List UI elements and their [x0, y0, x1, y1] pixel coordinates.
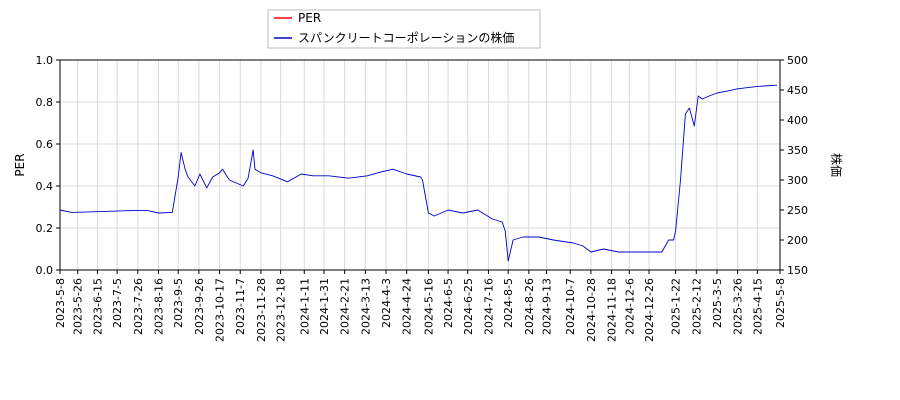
- x-axis-tick-label: 2023-9-5: [172, 278, 185, 328]
- left-axis-tick-label: 0.4: [36, 180, 54, 193]
- right-axis: 150 200 250 300 350 400 450 500: [780, 54, 808, 277]
- x-axis-tick-label: 2024-4-3: [380, 278, 393, 328]
- left-axis-tick-label: 0.2: [36, 222, 54, 235]
- x-axis-tick-label: 2025-3-26: [732, 278, 745, 335]
- x-axis-tick-label: 2023-9-26: [193, 278, 206, 335]
- x-axis: 2023-5-8 2023-5-26 2023-6-15 2023-7-5 2023-7…: [54, 270, 787, 342]
- x-axis-tick-label: 2023-12-18: [275, 278, 288, 342]
- x-axis-tick-label: 2024-10-28: [585, 278, 598, 342]
- x-axis-tick-label: 2023-8-16: [152, 278, 165, 335]
- x-axis-tick-label: 2024-3-13: [359, 278, 372, 335]
- x-axis-tick-label: 2023-5-8: [54, 278, 67, 328]
- x-axis-tick-label: 2024-1-11: [298, 278, 311, 335]
- x-axis-tick-label: 2023-6-15: [91, 278, 104, 335]
- x-axis-tick-label: 2023-11-7: [234, 278, 247, 335]
- series-line-stock-price: [59, 84, 778, 262]
- right-axis-tick-label: 350: [787, 144, 808, 157]
- left-axis-tick-label: 0.6: [36, 138, 54, 151]
- left-axis: 0.0 0.2 0.4 0.6 0.8 1.0: [36, 54, 60, 277]
- x-axis-tick-label: 2025-2-12: [690, 278, 703, 335]
- x-axis-tick-label: 2025-3-5: [711, 278, 724, 328]
- x-axis-tick-label: 2023-7-26: [132, 278, 145, 335]
- right-axis-tick-label: 400: [787, 114, 808, 127]
- x-axis-tick-label: 2025-1-22: [670, 278, 683, 335]
- right-axis-tick-label: 500: [787, 54, 808, 67]
- right-axis-tick-label: 300: [787, 174, 808, 187]
- x-axis-tick-label: 2024-7-16: [482, 278, 495, 335]
- left-axis-title: PER: [13, 153, 27, 176]
- legend-label-per: PER: [298, 11, 321, 25]
- right-axis-tick-label: 150: [787, 264, 808, 277]
- left-axis-tick-label: 1.0: [36, 54, 54, 67]
- right-axis-tick-label: 450: [787, 84, 808, 97]
- x-axis-tick-label: 2024-6-5: [442, 278, 455, 328]
- x-axis-tick-label: 2024-5-16: [422, 278, 435, 335]
- x-axis-tick-label: 2024-2-21: [339, 278, 352, 335]
- x-axis-tick-label: 2024-8-5: [502, 278, 515, 328]
- right-axis-tick-label: 200: [787, 234, 808, 247]
- x-axis-tick-label: 2025-4-15: [751, 278, 764, 335]
- x-axis-tick-label: 2024-12-6: [623, 278, 636, 335]
- series-layer: [59, 84, 778, 262]
- x-axis-tick-label: 2024-1-31: [318, 278, 331, 335]
- x-axis-tick-label: 2023-10-17: [214, 278, 227, 342]
- legend-label-stock-price: スパンクリートコーポレーションの株価: [298, 30, 514, 45]
- left-axis-tick-label: 0.0: [36, 264, 54, 277]
- x-axis-tick-label: 2023-5-26: [72, 278, 85, 335]
- x-axis-tick-label: 2024-12-26: [643, 278, 656, 342]
- x-axis-tick-label: 2024-6-25: [462, 278, 475, 335]
- x-axis-tick-label: 2023-11-28: [255, 278, 268, 342]
- plot-frame: [59, 59, 781, 271]
- legend: PER スパンクリートコーポレーションの株価: [267, 9, 541, 49]
- grid-lines: [59, 59, 781, 271]
- right-axis-title: 株価: [829, 153, 844, 177]
- x-axis-tick-label: 2024-11-18: [606, 278, 619, 342]
- x-axis-tick-label: 2024-9-13: [541, 278, 554, 335]
- x-axis-tick-label: 2024-10-7: [564, 278, 577, 335]
- x-axis-tick-label: 2024-4-24: [401, 278, 414, 335]
- right-axis-tick-label: 250: [787, 204, 808, 217]
- left-axis-tick-label: 0.8: [36, 96, 54, 109]
- x-axis-tick-label: 2024-8-26: [523, 278, 536, 335]
- x-axis-tick-label: 2023-7-5: [111, 278, 124, 328]
- x-axis-tick-label: 2025-5-8: [774, 278, 787, 328]
- legend-box: [267, 9, 541, 49]
